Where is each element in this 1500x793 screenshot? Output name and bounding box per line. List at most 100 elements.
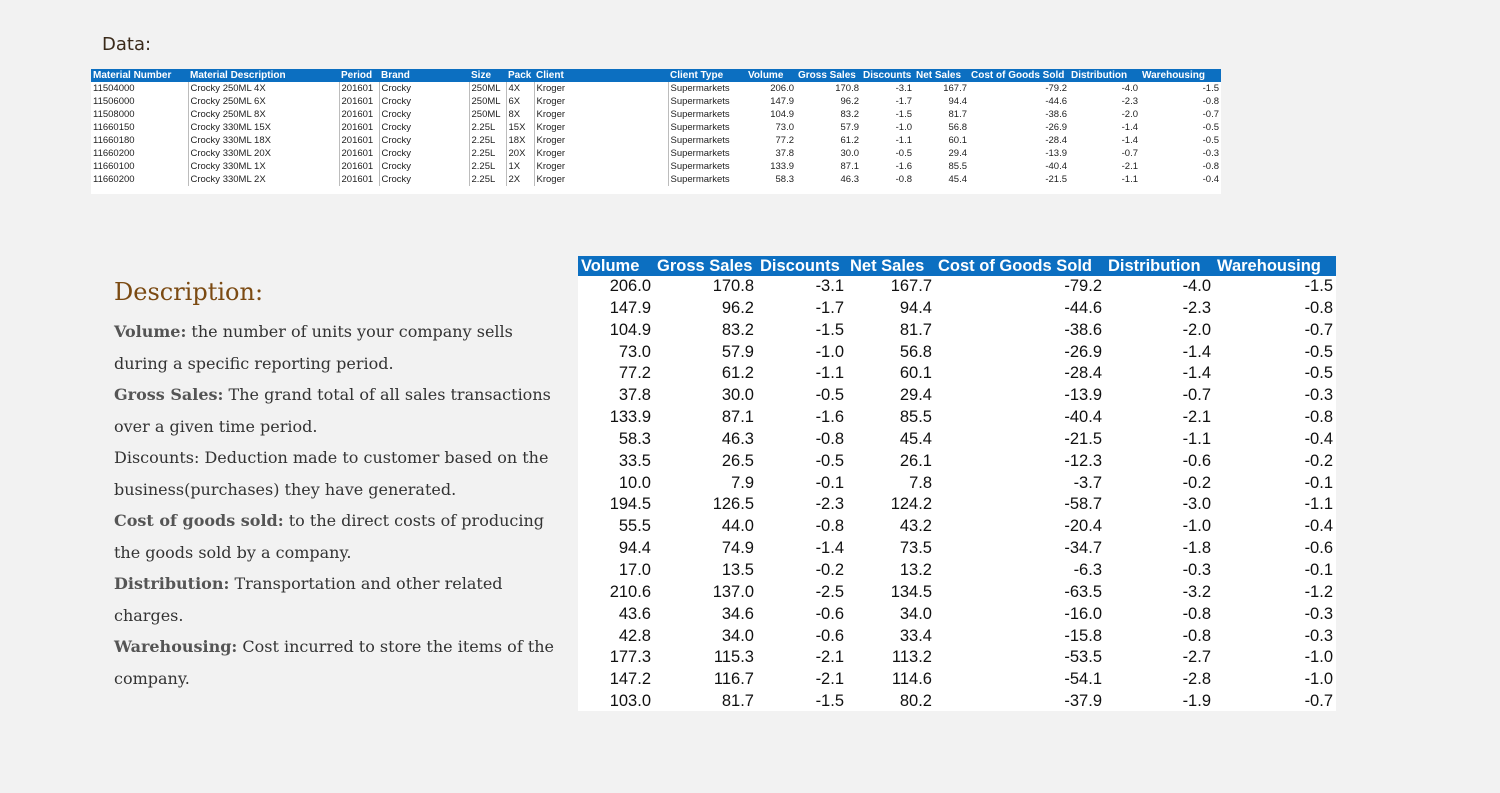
metrics-table-row: 37.8 30.0 -0.5 29.4 -13.9 -0.7 -0.3 — [578, 385, 1336, 407]
metrics-table-row: 58.3 46.3 -0.8 45.4 -21.5 -1.1 -0.4 — [578, 429, 1336, 451]
metrics-table-row: 55.5 44.0 -0.8 43.2 -20.4 -1.0 -0.4 — [578, 516, 1336, 538]
source-table-cell: -1.6 — [895, 161, 912, 172]
description-item: Volume: the number of units your company… — [114, 316, 564, 379]
metrics-table-row: 43.6 34.6 -0.6 34.0 -16.0 -0.8 -0.3 — [578, 604, 1336, 626]
source-table-cell: Supermarkets — [667, 121, 746, 134]
source-table-cell: Crocky 250ML 6X — [187, 95, 339, 108]
metrics-table-cell: 56.8 — [899, 342, 932, 361]
metrics-table-cell: -0.3 — [1304, 604, 1333, 623]
source-table-cell: Kroger — [533, 108, 668, 121]
metrics-table-cell: 94.4 — [618, 539, 651, 558]
metrics-table-cell: 80.2 — [899, 692, 932, 711]
source-table-cell: Kroger — [533, 82, 668, 95]
source-table-cell: 11660150 — [93, 122, 135, 133]
description-list: Volume: the number of units your company… — [114, 316, 564, 694]
metrics-table-cell: -0.3 — [1304, 386, 1333, 405]
description-term: Distribution: — [114, 574, 230, 593]
metrics-table-cell: -0.5 — [1304, 364, 1333, 383]
source-table-cell: 11660200 — [93, 148, 135, 159]
source-table-cell: Crocky — [378, 134, 469, 147]
source-table-cell: 201601 — [338, 95, 379, 108]
metrics-table-cell: -21.5 — [1064, 429, 1102, 448]
metrics-table-cell: 74.9 — [721, 539, 754, 558]
source-table-cell: -0.7 — [1121, 148, 1138, 159]
metrics-table-cell: -28.4 — [1064, 364, 1102, 383]
metrics-table-cell: 126.5 — [712, 495, 754, 514]
metrics-table-cell: -1.7 — [815, 298, 844, 317]
source-table-cell: 77.2 — [775, 135, 795, 146]
metrics-table-cell: 61.2 — [721, 364, 754, 383]
source-table-cell: 20X — [505, 147, 534, 160]
source-table-cell: Crocky — [378, 121, 469, 134]
metrics-table-cell: -1.5 — [815, 692, 844, 711]
description-term: Cost of goods sold: — [114, 511, 284, 530]
metrics-table-cell: -0.2 — [815, 560, 844, 579]
metrics-table-cell: -1.5 — [1304, 277, 1333, 295]
metrics-table: Volume Gross Sales Discounts Net Sales Cost … — [578, 256, 1336, 711]
metrics-table-cell: -16.0 — [1064, 604, 1102, 623]
metrics-table-cell: -0.7 — [1182, 386, 1211, 405]
source-table-row: 11660150 Crocky 330ML 15X 201601 Crocky 2.25… — [91, 121, 1221, 134]
metrics-table-cell: 96.2 — [721, 298, 754, 317]
source-table-cell: 250ML — [468, 95, 506, 108]
source-table-row: 11504000 Crocky 250ML 4X 201601 Crocky 250ML… — [91, 82, 1221, 95]
source-table-cell: 85.5 — [948, 161, 968, 172]
metrics-table-cell: 77.2 — [618, 364, 651, 383]
metrics-table-cell: -0.5 — [815, 386, 844, 405]
source-table-row: 11508000 Crocky 250ML 8X 201601 Crocky 250ML… — [91, 108, 1221, 121]
source-table-cell: Kroger — [533, 147, 668, 160]
metrics-table-cell: 167.7 — [890, 277, 932, 295]
source-table-cell: 250ML — [468, 82, 506, 95]
metrics-table-cell: 115.3 — [713, 648, 754, 667]
source-table-cell: -38.6 — [1045, 109, 1067, 120]
source-table-cell: 250ML — [468, 108, 506, 121]
description-item: Cost of goods sold: to the direct costs … — [114, 505, 564, 568]
metrics-table-cell: -53.5 — [1064, 648, 1102, 667]
source-table-cell: 2.25L — [468, 134, 506, 147]
metrics-table-cell: 42.8 — [618, 626, 651, 645]
source-table-cell: -28.4 — [1045, 135, 1067, 146]
metrics-table-cell: -0.2 — [1182, 473, 1211, 492]
metrics-table-cell: 55.5 — [618, 517, 651, 536]
source-table-cell: 57.9 — [840, 122, 860, 133]
metrics-table-cell: -2.1 — [815, 670, 844, 689]
metrics-table-cell: 210.6 — [609, 582, 651, 601]
metrics-table-row: 133.9 87.1 -1.6 85.5 -40.4 -2.1 -0.8 — [578, 407, 1336, 429]
metrics-table-cell: -0.8 — [1304, 408, 1333, 427]
metrics-table-cell: 44.0 — [721, 517, 754, 536]
metrics-table-cell: -0.8 — [815, 429, 844, 448]
source-table-cell: 11660200 — [93, 174, 135, 185]
metrics-table-cell: -1.2 — [1304, 582, 1333, 601]
source-table-cell: 15X — [505, 121, 534, 134]
metrics-table-cell: -1.4 — [1182, 364, 1211, 383]
source-table-cell: Crocky 330ML 18X — [187, 134, 339, 147]
source-table-cell: 104.9 — [770, 109, 794, 120]
source-table-cell: Crocky — [378, 160, 469, 173]
metrics-table-cell: -1.0 — [815, 342, 844, 361]
metrics-table-row: 147.2 116.7 -2.1 114.6 -54.1 -2.8 -1.0 — [578, 669, 1336, 691]
metrics-table-cell: -1.4 — [815, 539, 844, 558]
metrics-table-cell: 73.0 — [618, 342, 651, 361]
metrics-table-cell: -0.1 — [815, 473, 844, 492]
metrics-table-cell: -0.1 — [1304, 473, 1333, 492]
source-table-cell: 37.8 — [775, 148, 795, 159]
metrics-table-cell: -58.7 — [1064, 495, 1102, 514]
source-table-cell: -26.9 — [1045, 122, 1067, 133]
source-table-cell: -1.4 — [1121, 135, 1138, 146]
source-table-cell: 2.25L — [468, 173, 506, 186]
description-text: Transportation and other related charges… — [114, 574, 503, 625]
source-column-header: Cost of Goods Sold — [969, 69, 1069, 82]
metrics-table-cell: -38.6 — [1064, 320, 1102, 339]
source-column-header: Client Type — [668, 69, 746, 82]
source-table-cell: 45.4 — [948, 174, 968, 185]
source-table-cell: -1.4 — [1121, 122, 1138, 133]
source-table-row: 11660200 Crocky 330ML 2X 201601 Crocky 2.25L… — [91, 173, 1221, 186]
metrics-column-header: Volume — [578, 256, 654, 276]
source-table-cell: -4.0 — [1121, 83, 1138, 94]
metrics-table-cell: 133.9 — [609, 408, 651, 427]
source-table-cell: -3.1 — [895, 83, 912, 94]
metrics-table-cell: -2.8 — [1182, 670, 1211, 689]
metrics-table-cell: 33.5 — [618, 451, 651, 470]
source-table-cell: 2.25L — [468, 121, 506, 134]
source-table-cell: Supermarkets — [667, 82, 746, 95]
